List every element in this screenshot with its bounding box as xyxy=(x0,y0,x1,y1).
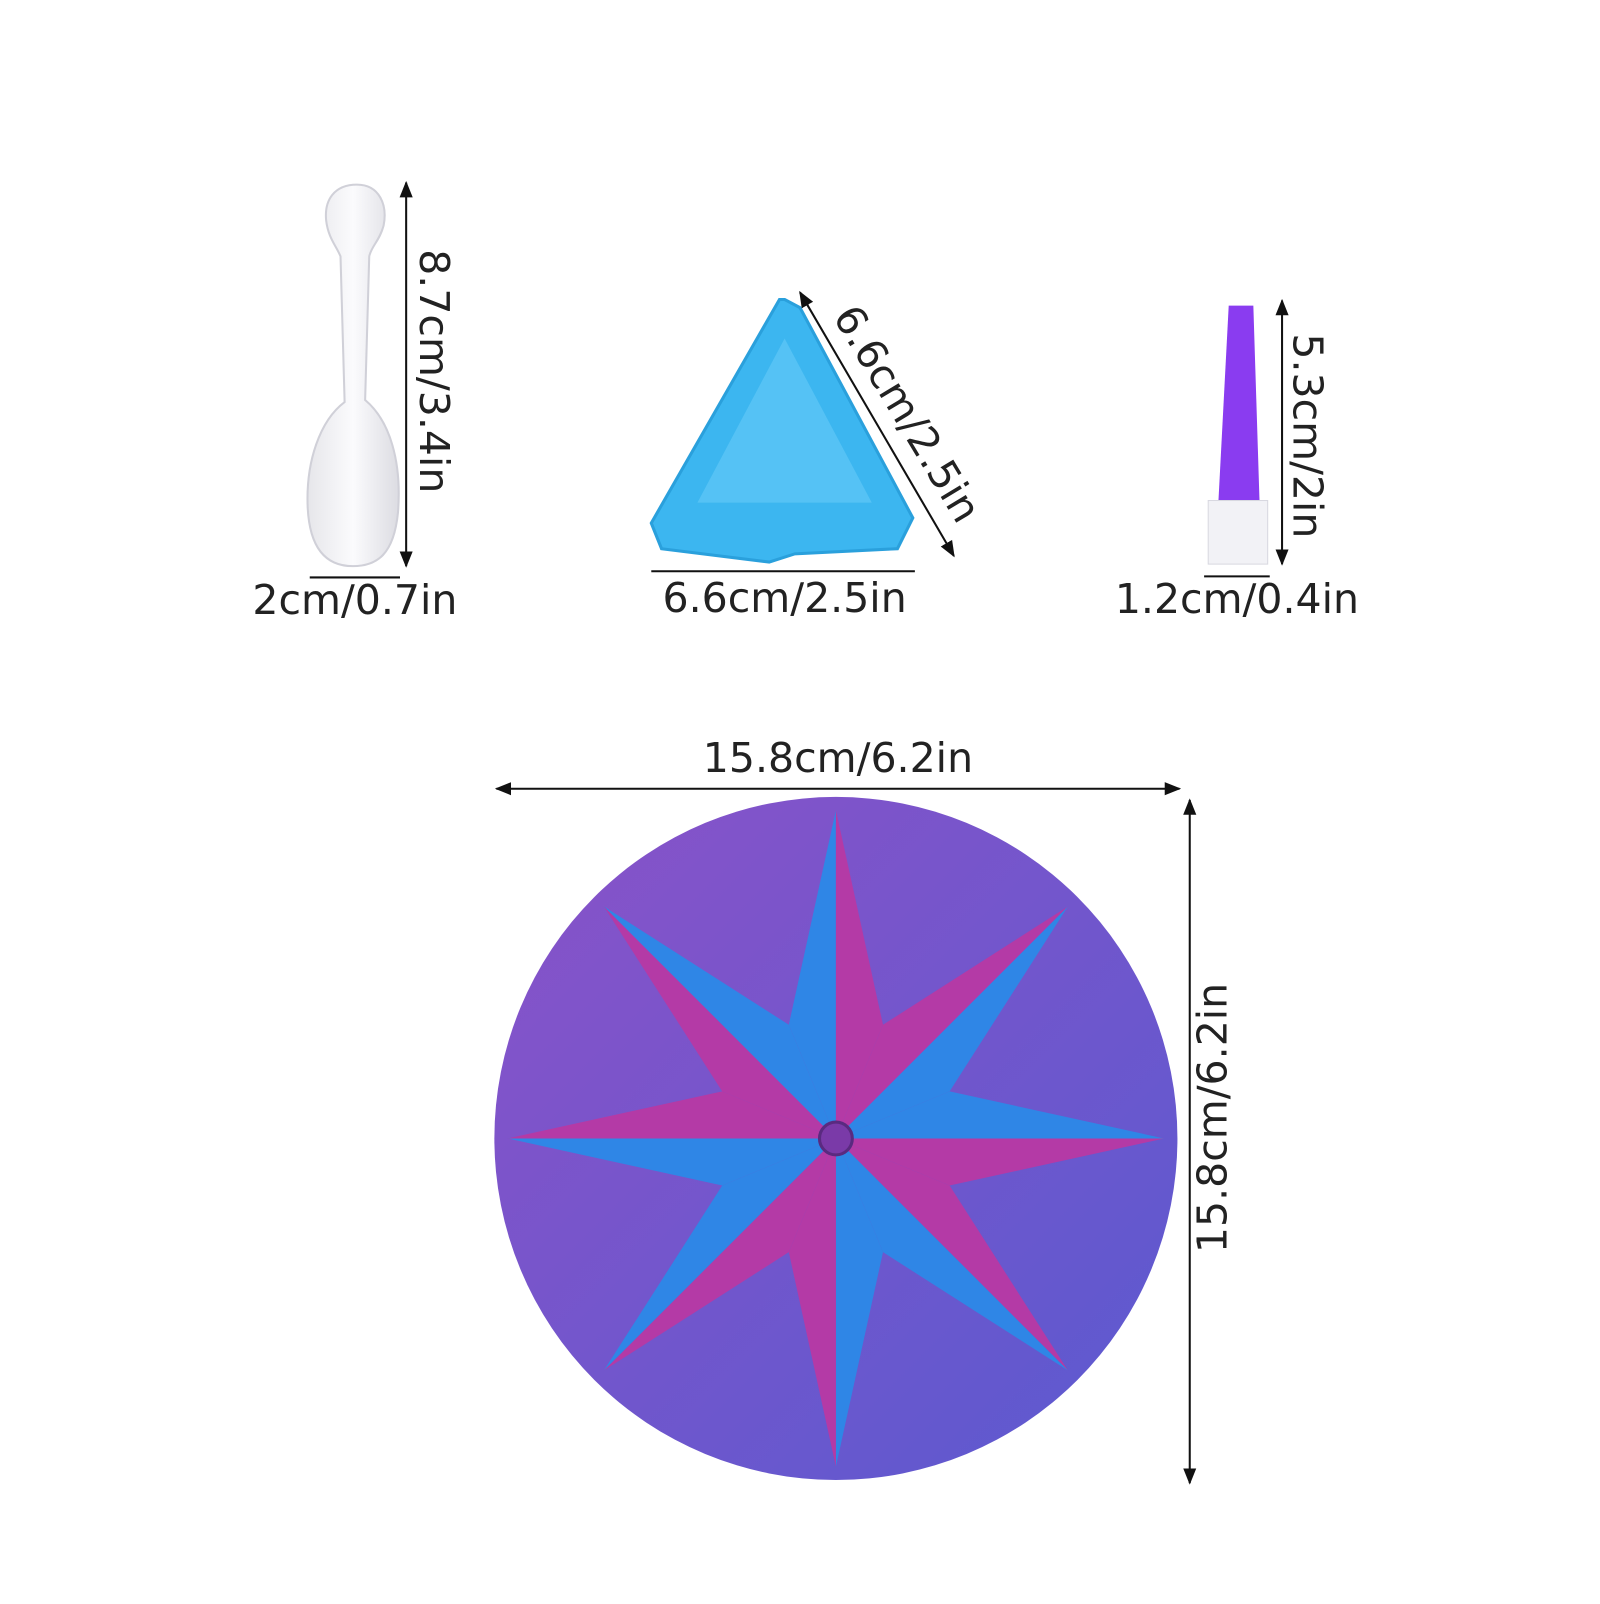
dimension-label: 15.8cm/6.2in xyxy=(1188,983,1236,1253)
star-facet xyxy=(835,1138,883,1467)
dimension-label: 15.8cm/6.2in xyxy=(703,734,973,782)
dimension-label: 8.7cm/3.4in xyxy=(410,249,458,493)
dimension-label: 2cm/0.7in xyxy=(252,576,457,624)
star-facet xyxy=(507,1091,836,1139)
star-facet xyxy=(835,1138,1165,1186)
plate xyxy=(494,796,1178,1480)
star-facet xyxy=(835,1138,1068,1371)
star-facet xyxy=(835,810,883,1139)
dimension-label: 5.3cm/2in xyxy=(1284,333,1332,538)
dimension-label: 6.6cm/2.5in xyxy=(663,574,907,622)
star-facet xyxy=(603,1138,836,1371)
star-facet xyxy=(835,1091,1165,1139)
spoon xyxy=(306,183,400,568)
dimension-line xyxy=(799,290,955,558)
dimension-label: 1.2cm/0.4in xyxy=(1115,575,1359,623)
brush xyxy=(1207,305,1269,565)
star-facet xyxy=(507,1138,836,1186)
plate-hub xyxy=(817,1120,854,1157)
star-facet xyxy=(788,810,836,1139)
star-facet xyxy=(788,1138,836,1467)
star-facet xyxy=(603,906,836,1139)
